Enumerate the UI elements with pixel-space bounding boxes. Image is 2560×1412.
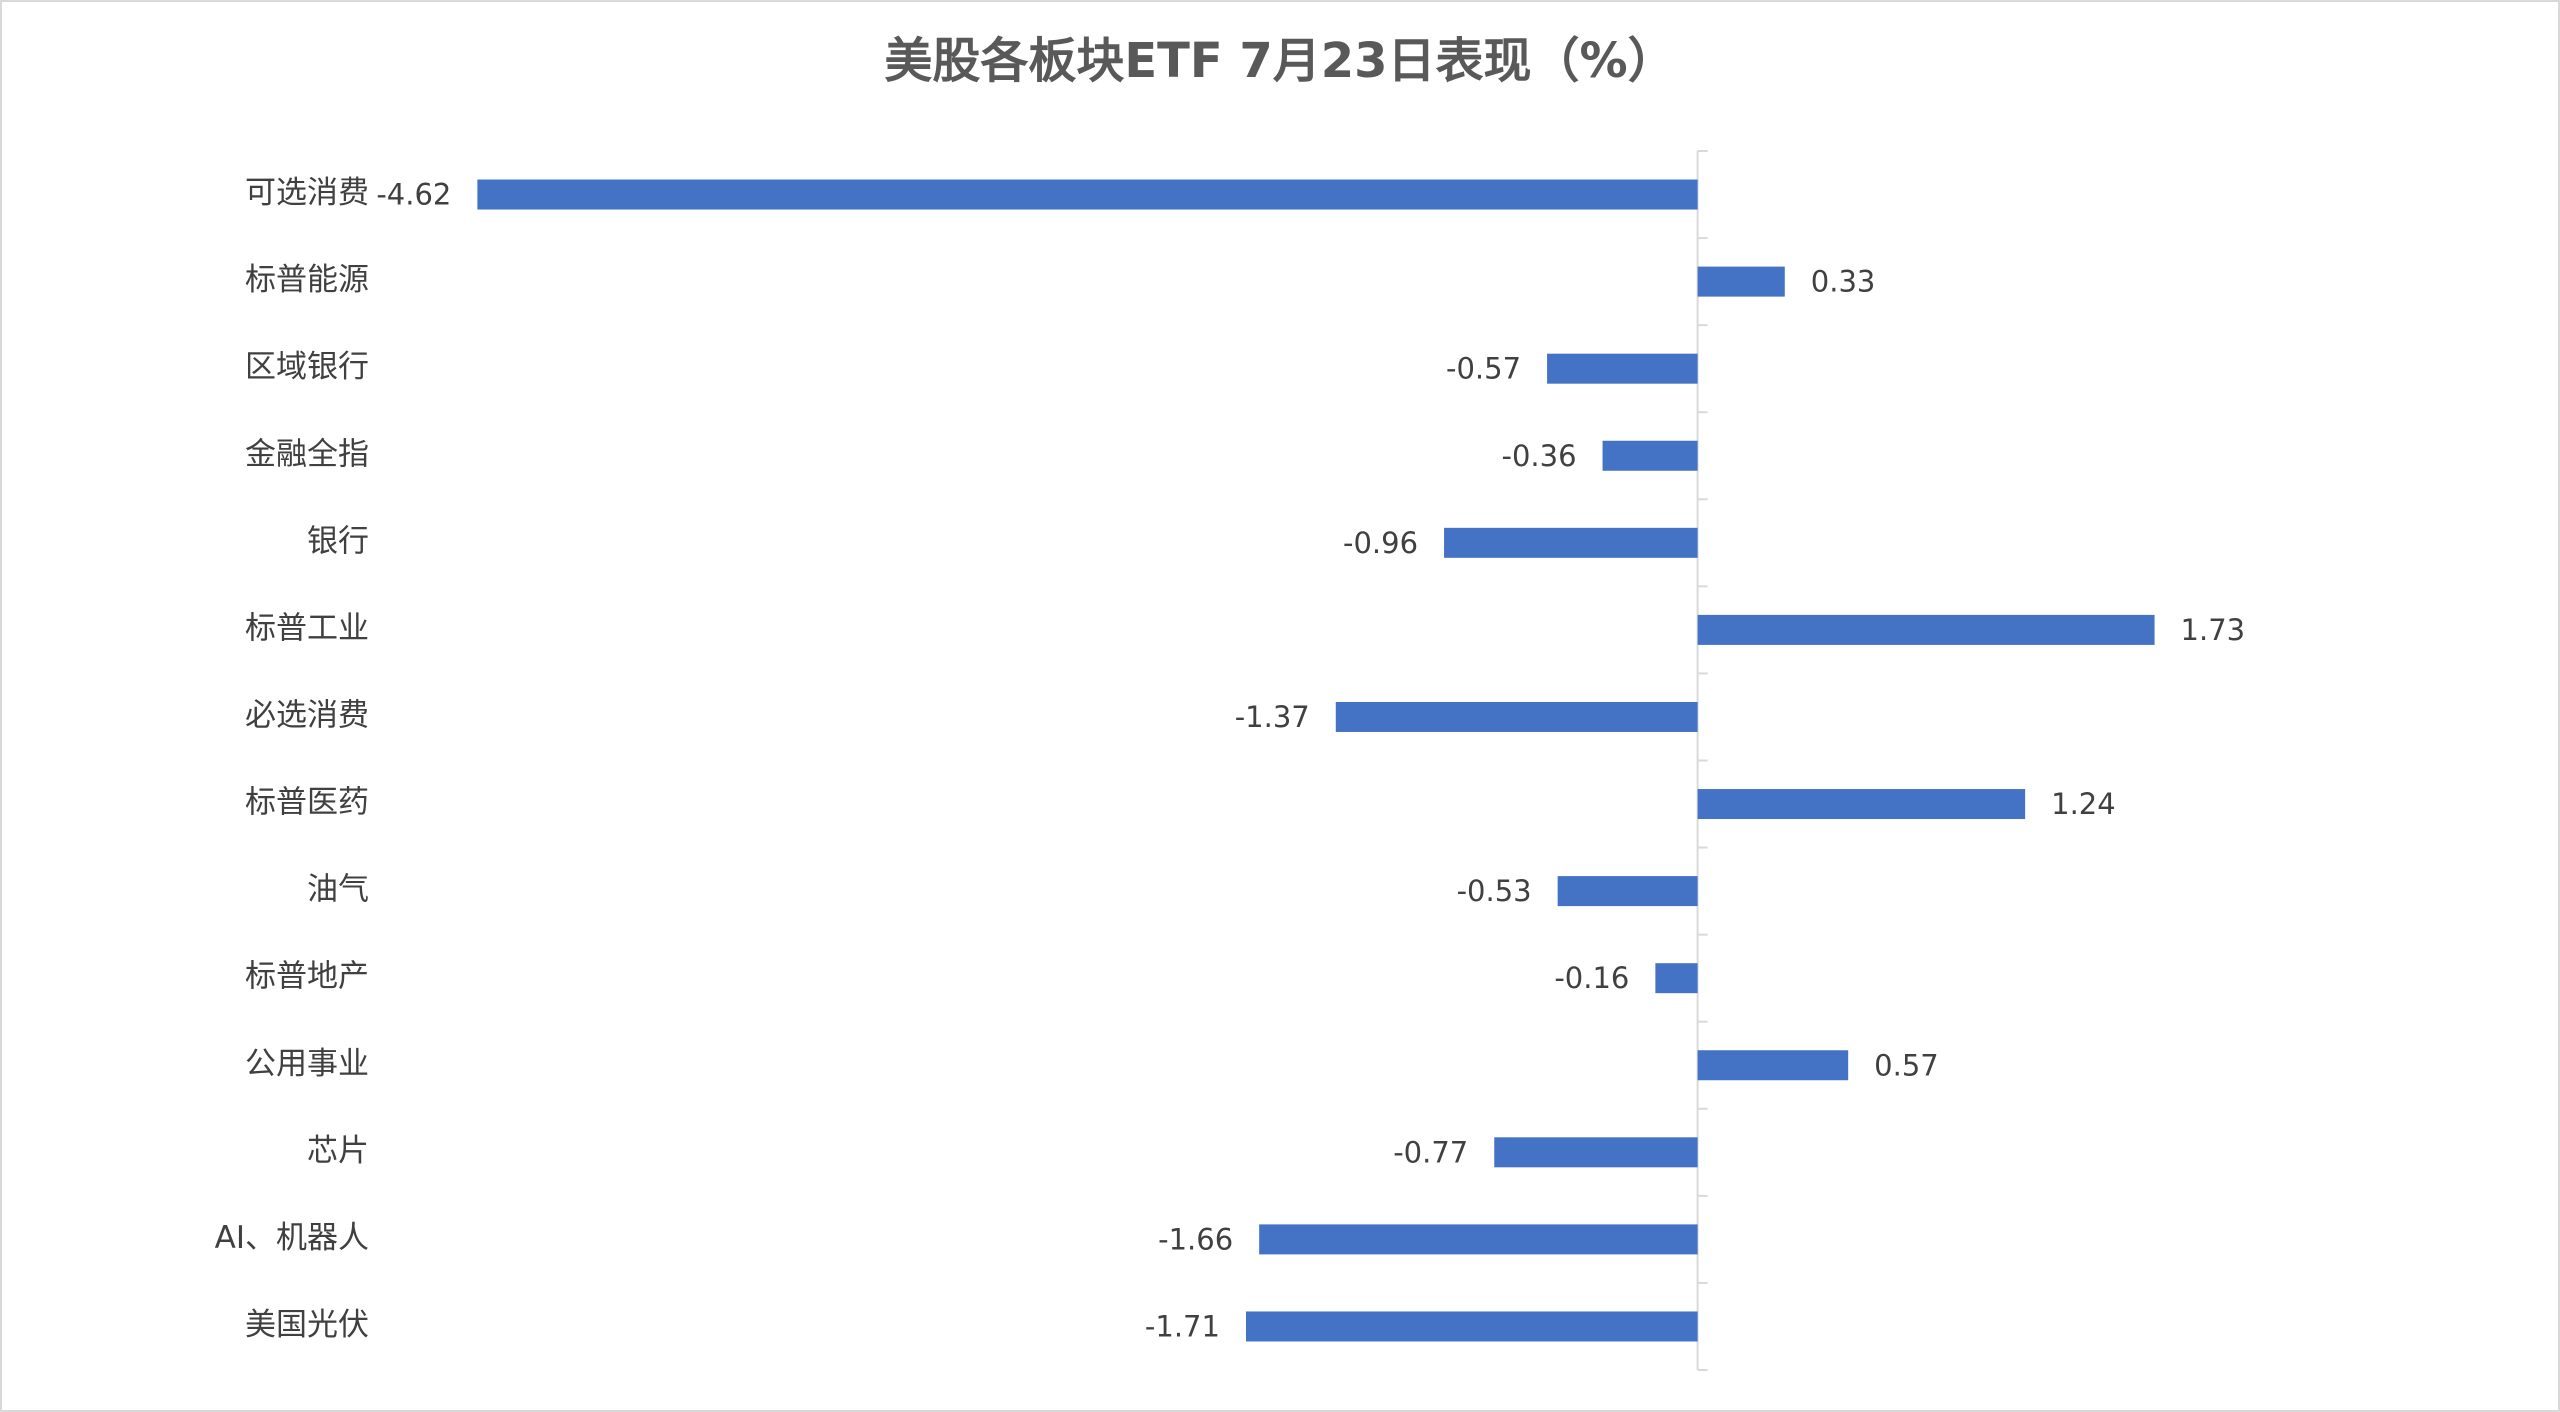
bar xyxy=(1697,266,1785,297)
data-label: -4.62 xyxy=(376,178,451,212)
data-label: -1.71 xyxy=(1145,1309,1220,1343)
data-label: -1.37 xyxy=(1235,700,1310,734)
data-label: -1.66 xyxy=(1158,1222,1233,1256)
bar xyxy=(1697,789,2026,820)
y-tick-label: 必选消费 xyxy=(245,697,369,733)
bar xyxy=(1655,963,1698,994)
chart-title: 美股各板块ETF 7月23日表现（%） xyxy=(884,33,1675,89)
y-tick-label: AI、机器人 xyxy=(215,1220,369,1256)
y-tick-label: 金融全指 xyxy=(245,436,369,472)
data-label: 1.24 xyxy=(2051,787,2116,821)
y-tick-label: 标普能源 xyxy=(245,262,369,298)
bar xyxy=(1547,353,1698,384)
bar xyxy=(1697,1050,1849,1081)
y-tick-label: 标普医药 xyxy=(245,785,369,821)
bar xyxy=(1259,1224,1698,1255)
data-label: -0.57 xyxy=(1446,352,1521,386)
bar xyxy=(1245,1311,1698,1342)
y-tick-label: 标普地产 xyxy=(245,959,369,995)
y-tick-label: 美国光伏 xyxy=(245,1307,369,1343)
bar xyxy=(1335,701,1698,732)
y-tick-label: 油气 xyxy=(307,872,369,908)
y-tick-label: 公用事业 xyxy=(245,1046,369,1082)
data-label: -0.36 xyxy=(1501,439,1576,473)
bar xyxy=(1602,440,1698,471)
data-label: 1.73 xyxy=(2181,613,2246,647)
y-tick-label: 区域银行 xyxy=(245,349,369,385)
data-label: 0.57 xyxy=(1874,1048,1939,1082)
bar xyxy=(1697,614,2155,645)
data-label: 0.33 xyxy=(1811,265,1876,299)
data-label: -0.53 xyxy=(1457,874,1532,908)
y-tick-label: 可选消费 xyxy=(245,175,369,211)
y-tick-label: 芯片 xyxy=(307,1133,369,1169)
data-label: -0.77 xyxy=(1393,1135,1468,1169)
bar xyxy=(1557,876,1698,907)
y-tick-label: 标普工业 xyxy=(245,610,369,646)
data-label: -0.16 xyxy=(1554,961,1629,995)
bar xyxy=(1444,527,1698,558)
data-label: -0.96 xyxy=(1343,526,1418,560)
bar xyxy=(477,179,1698,210)
y-tick-label: 银行 xyxy=(307,523,369,559)
bar xyxy=(1494,1137,1698,1168)
